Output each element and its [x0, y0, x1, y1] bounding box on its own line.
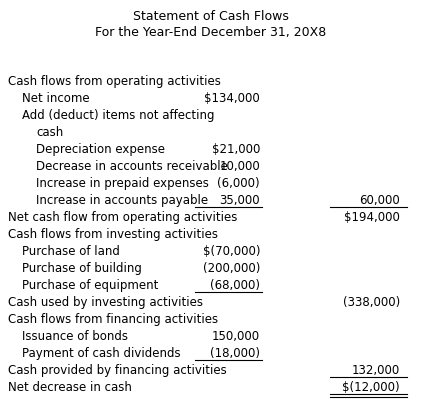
Text: $194,000: $194,000 — [344, 211, 400, 223]
Text: 35,000: 35,000 — [219, 194, 260, 207]
Text: Purchase of land: Purchase of land — [22, 244, 120, 257]
Text: $21,000: $21,000 — [211, 143, 260, 156]
Text: $(70,000): $(70,000) — [203, 244, 260, 257]
Text: Cash used by investing activities: Cash used by investing activities — [8, 295, 203, 308]
Text: $(12,000): $(12,000) — [342, 380, 400, 393]
Text: 132,000: 132,000 — [352, 363, 400, 376]
Text: Cash flows from financing activities: Cash flows from financing activities — [8, 312, 218, 325]
Text: (200,000): (200,000) — [203, 261, 260, 274]
Text: Net decrease in cash: Net decrease in cash — [8, 380, 132, 393]
Text: Purchase of building: Purchase of building — [22, 261, 142, 274]
Text: (6,000): (6,000) — [217, 176, 260, 190]
Text: Depreciation expense: Depreciation expense — [36, 143, 165, 156]
Text: Payment of cash dividends: Payment of cash dividends — [22, 346, 181, 359]
Text: Purchase of equipment: Purchase of equipment — [22, 278, 158, 291]
Text: 10,000: 10,000 — [219, 160, 260, 172]
Text: For the Year-End December 31, 20X8: For the Year-End December 31, 20X8 — [95, 26, 327, 39]
Text: (18,000): (18,000) — [210, 346, 260, 359]
Text: Increase in prepaid expenses: Increase in prepaid expenses — [36, 176, 209, 190]
Text: Cash flows from investing activities: Cash flows from investing activities — [8, 227, 218, 241]
Text: Add (deduct) items not affecting: Add (deduct) items not affecting — [22, 109, 214, 122]
Text: cash: cash — [36, 126, 63, 139]
Text: Net cash flow from operating activities: Net cash flow from operating activities — [8, 211, 237, 223]
Text: (338,000): (338,000) — [343, 295, 400, 308]
Text: Cash flows from operating activities: Cash flows from operating activities — [8, 75, 221, 88]
Text: Statement of Cash Flows: Statement of Cash Flows — [133, 10, 289, 23]
Text: 60,000: 60,000 — [359, 194, 400, 207]
Text: 150,000: 150,000 — [212, 329, 260, 342]
Text: Decrease in accounts receivable: Decrease in accounts receivable — [36, 160, 228, 172]
Text: Net income: Net income — [22, 92, 89, 105]
Text: $134,000: $134,000 — [204, 92, 260, 105]
Text: Cash provided by financing activities: Cash provided by financing activities — [8, 363, 227, 376]
Text: Increase in accounts payable: Increase in accounts payable — [36, 194, 208, 207]
Text: (68,000): (68,000) — [210, 278, 260, 291]
Text: Issuance of bonds: Issuance of bonds — [22, 329, 128, 342]
